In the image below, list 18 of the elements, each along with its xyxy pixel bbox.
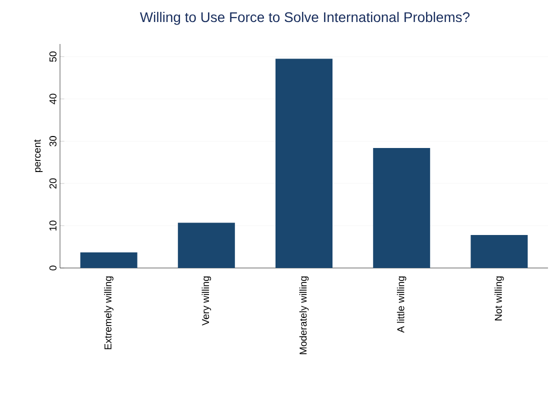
- x-tick-label: Not willing: [494, 276, 504, 320]
- y-axis-title: percent: [34, 139, 43, 172]
- y-tick-label: 30: [49, 136, 56, 146]
- y-tick-label: 0: [49, 266, 56, 270]
- x-tick-label: Very willing: [202, 276, 212, 326]
- x-tick-label: Moderately willing: [299, 276, 309, 354]
- x-tick-label: Extremely willing: [104, 276, 114, 350]
- y-tick-label: 10: [49, 220, 56, 231]
- bar: [178, 222, 235, 268]
- x-tick-label: A little willing: [396, 276, 406, 333]
- chart-title: Willing to Use Force to Solve International Problems?: [140, 12, 470, 25]
- y-tick-label: 20: [49, 178, 56, 189]
- bar: [373, 148, 430, 268]
- bar: [80, 252, 138, 268]
- y-tick-label: 50: [49, 52, 56, 62]
- y-tick-label: 40: [49, 94, 56, 104]
- bar: [276, 58, 333, 268]
- bar: [470, 235, 528, 268]
